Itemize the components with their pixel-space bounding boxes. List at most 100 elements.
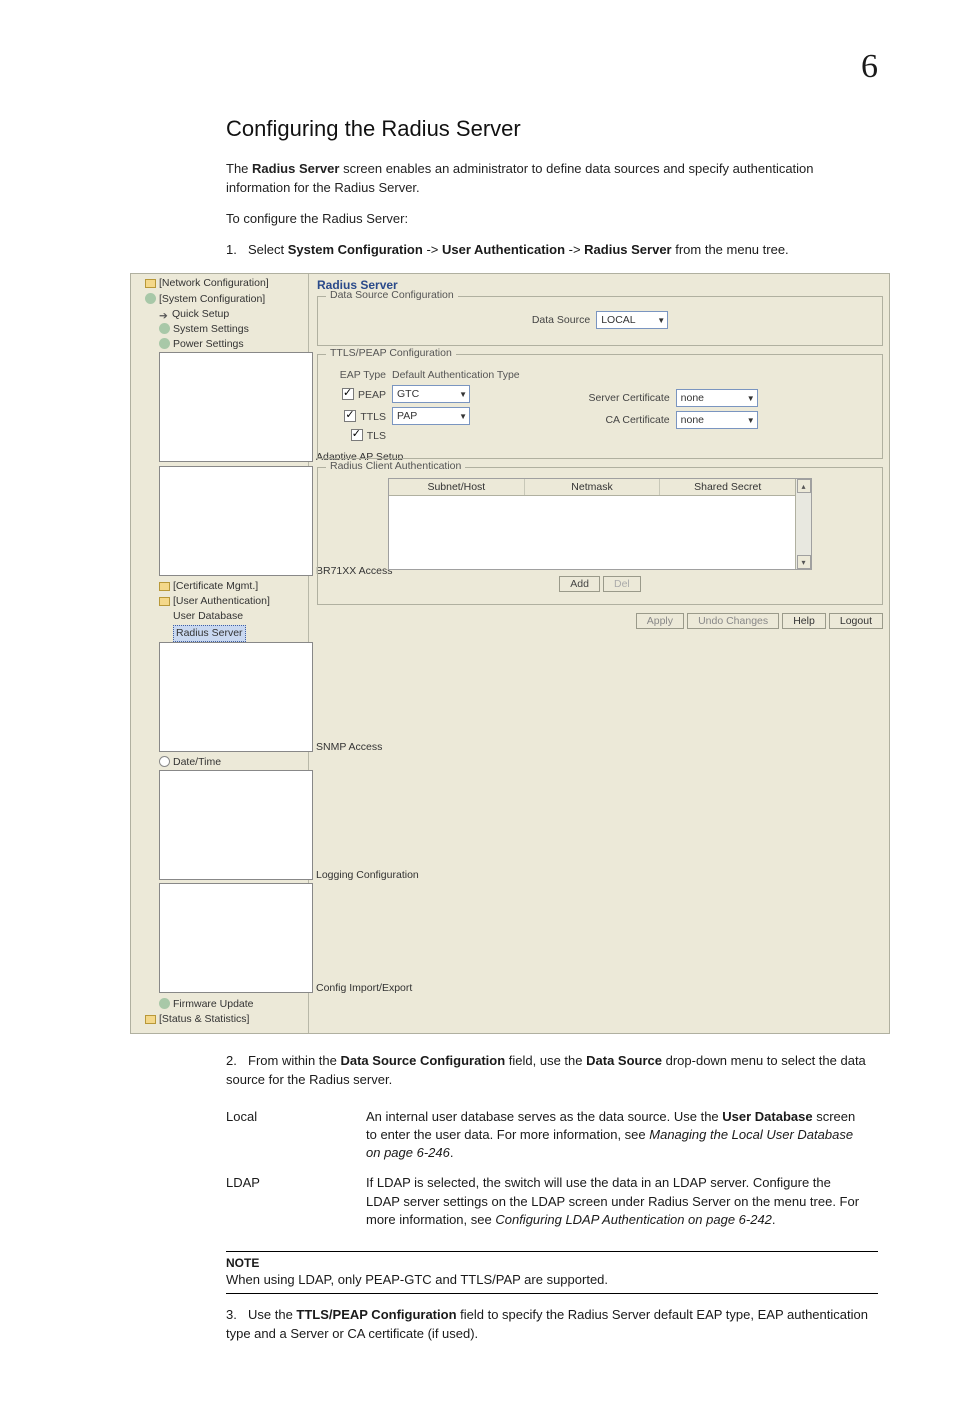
scroll-up-icon[interactable]: ▴ xyxy=(797,479,811,493)
label: [Certificate Mgmt.] xyxy=(173,580,258,592)
folder-icon xyxy=(159,582,170,591)
tree-item-network-config[interactable]: [Network Configuration] xyxy=(135,276,304,291)
tree-item-logging[interactable]: Logging Configuration xyxy=(135,770,304,883)
xref: Configuring LDAP Authentication on page … xyxy=(495,1212,772,1227)
definitions-table: Local An internal user database serves a… xyxy=(226,1102,878,1235)
chapter-number: 6 xyxy=(76,48,878,86)
label: [Network Configuration] xyxy=(159,277,269,289)
scroll-down-icon[interactable]: ▾ xyxy=(797,555,811,569)
gear-icon xyxy=(159,323,170,334)
text: Use the xyxy=(248,1307,296,1322)
scrollbar[interactable]: ▴ ▾ xyxy=(795,479,811,569)
data-source-label: Data Source xyxy=(532,314,590,326)
client-auth-table: Subnet/Host Netmask Shared Secret ▴ ▾ xyxy=(388,478,812,570)
chevron-down-icon: ▼ xyxy=(453,412,467,421)
page-icon xyxy=(159,642,313,752)
tree-item-radius-server[interactable]: Radius Server xyxy=(135,625,304,642)
text: from the menu tree. xyxy=(672,242,789,257)
tree-item-snmp[interactable]: SNMP Access xyxy=(135,642,304,755)
tree-item-system-settings[interactable]: System Settings xyxy=(135,322,304,337)
ttls-label: TTLS xyxy=(360,411,386,423)
step-number: 1. xyxy=(226,241,248,260)
text: The xyxy=(226,161,252,176)
tree-item-power-settings[interactable]: Power Settings xyxy=(135,337,304,352)
text: . xyxy=(772,1212,776,1227)
page-icon xyxy=(159,770,313,880)
text: -> xyxy=(565,242,584,257)
text: -> xyxy=(423,242,442,257)
ttls-auth-select[interactable]: PAP ▼ xyxy=(392,407,470,425)
server-cert-label: Server Certificate xyxy=(580,392,670,404)
undo-button[interactable]: Undo Changes xyxy=(687,613,779,629)
label: Firmware Update xyxy=(173,998,254,1010)
ca-cert-select[interactable]: none▼ xyxy=(676,411,758,429)
term: User Database xyxy=(722,1109,812,1124)
label: [Status & Statistics] xyxy=(159,1013,249,1025)
chevron-down-icon: ▼ xyxy=(741,394,755,403)
tree-item-system-config[interactable]: [System Configuration] xyxy=(135,292,304,307)
note-rule-bottom xyxy=(226,1293,878,1294)
help-button[interactable]: Help xyxy=(782,613,826,629)
label: [System Configuration] xyxy=(159,293,265,305)
peap-auth-select[interactable]: GTC ▼ xyxy=(392,385,470,403)
term-local: Local xyxy=(226,1102,366,1169)
tree-item-cert-mgmt[interactable]: [Certificate Mgmt.] xyxy=(135,579,304,594)
ttls-checkbox[interactable] xyxy=(344,410,356,422)
gear-icon xyxy=(145,293,156,304)
ca-cert-label: CA Certificate xyxy=(580,414,670,426)
note-label: NOTE xyxy=(226,1256,878,1270)
text: An internal user database serves as the … xyxy=(366,1109,722,1124)
peap-checkbox[interactable] xyxy=(342,388,354,400)
col-secret: Shared Secret xyxy=(660,479,795,495)
tree-item-user-auth[interactable]: [User Authentication] xyxy=(135,594,304,609)
def-local: An internal user database serves as the … xyxy=(366,1102,878,1169)
text: From within the xyxy=(248,1053,340,1068)
apply-button[interactable]: Apply xyxy=(636,613,684,629)
logout-button[interactable]: Logout xyxy=(829,613,883,629)
path-seg: Radius Server xyxy=(584,242,671,257)
label: Config Import/Export xyxy=(316,982,412,994)
footer-buttons: Apply Undo Changes Help Logout xyxy=(317,613,883,629)
intro-paragraph-1: The Radius Server screen enables an admi… xyxy=(226,160,878,198)
gear-icon xyxy=(159,998,170,1009)
fieldset-data-source: Data Source Configuration Data Source LO… xyxy=(317,296,883,346)
select-value: GTC xyxy=(397,388,419,400)
tree-item-adaptive-ap[interactable]: Adaptive AP Setup xyxy=(135,352,304,465)
tls-checkbox[interactable] xyxy=(351,429,363,441)
label: Radius Server xyxy=(173,625,246,642)
tree-item-firmware[interactable]: Firmware Update xyxy=(135,997,304,1012)
tree-item-user-database[interactable]: User Database xyxy=(135,609,304,624)
label: SNMP Access xyxy=(316,741,382,753)
del-button[interactable]: Del xyxy=(603,576,641,592)
page-icon xyxy=(159,883,313,993)
folder-icon xyxy=(145,1015,156,1024)
add-button[interactable]: Add xyxy=(559,576,600,592)
select-value: none xyxy=(681,392,704,404)
tree-item-config-import[interactable]: Config Import/Export xyxy=(135,883,304,996)
fieldset-ttls-peap: TTLS/PEAP Configuration EAP Type Default… xyxy=(317,354,883,459)
tree-item-br71xx[interactable]: BR71XX Access xyxy=(135,466,304,579)
folder-icon xyxy=(159,597,170,606)
screenshot-radius-server: [Network Configuration] [System Configur… xyxy=(130,273,890,1034)
tree-item-quick-setup[interactable]: ➔Quick Setup xyxy=(135,307,304,322)
tree-item-status-stats[interactable]: [Status & Statistics] xyxy=(135,1012,304,1027)
arrow-icon: ➔ xyxy=(159,309,169,320)
col-netmask: Netmask xyxy=(525,479,661,495)
data-source-select[interactable]: LOCAL ▼ xyxy=(596,311,668,329)
step-number: 2. xyxy=(226,1052,248,1071)
term: Data Source xyxy=(586,1053,662,1068)
tree-item-datetime[interactable]: Date/Time xyxy=(135,755,304,770)
select-value: PAP xyxy=(397,410,417,422)
body-column: Configuring the Radius Server The Radius… xyxy=(226,116,878,1344)
label: System Settings xyxy=(173,323,249,335)
chevron-down-icon: ▼ xyxy=(453,390,467,399)
select-value: none xyxy=(681,414,704,426)
text: field, use the xyxy=(505,1053,586,1068)
intro-paragraph-2: To configure the Radius Server: xyxy=(226,210,878,229)
step-number: 3. xyxy=(226,1306,248,1325)
server-cert-select[interactable]: none ▼ xyxy=(676,389,758,407)
label: Logging Configuration xyxy=(316,869,419,881)
path-seg: System Configuration xyxy=(288,242,423,257)
section-title: Configuring the Radius Server xyxy=(226,116,878,142)
label: Date/Time xyxy=(173,756,221,768)
